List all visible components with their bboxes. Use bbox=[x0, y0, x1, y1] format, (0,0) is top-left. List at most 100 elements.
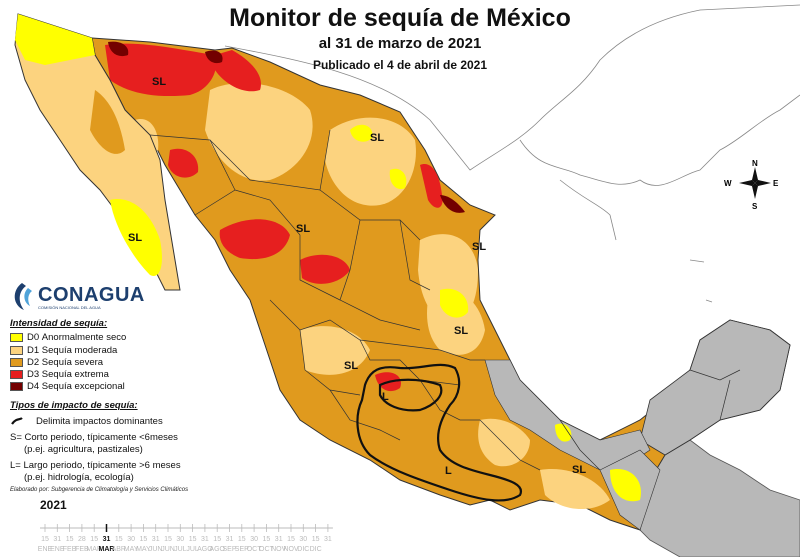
region-label: SL bbox=[128, 232, 142, 244]
state-borders bbox=[149, 129, 741, 471]
timeline-day-label: 28 bbox=[78, 536, 86, 543]
timeline-month-label: JUN bbox=[161, 546, 175, 553]
legend-label: Sequía extrema bbox=[41, 369, 109, 380]
d4-regions bbox=[108, 41, 465, 213]
d0-regions bbox=[350, 124, 641, 502]
timeline-month-label: JUN bbox=[149, 546, 163, 553]
timeline: 15ENE31ENE15FEB28FEB15MAR31MAR15ABR30MAY… bbox=[38, 524, 333, 553]
short-term-note: S= Corto periodo, típicamente <6meses bbox=[10, 432, 178, 443]
timeline-day-label: 31 bbox=[275, 536, 283, 543]
timeline-month-label: AGO bbox=[209, 546, 225, 553]
baja-d2-strip bbox=[90, 90, 125, 154]
legend-label: Sequía severa bbox=[41, 357, 104, 368]
compass-w: W bbox=[724, 179, 732, 188]
timeline-month-label: AGO bbox=[197, 546, 213, 553]
legend-label: Anormalmente seco bbox=[41, 332, 127, 343]
timeline-day-label: 30 bbox=[176, 536, 184, 543]
compass-n: N bbox=[752, 159, 758, 168]
timeline-day-label: 15 bbox=[238, 536, 246, 543]
region-label: SL bbox=[572, 464, 586, 476]
intensity-legend-title: Intensidad de sequía: bbox=[10, 318, 108, 329]
timeline-day-label: 15 bbox=[312, 536, 320, 543]
swatch-d2 bbox=[10, 358, 23, 367]
legend-code: D3 bbox=[27, 369, 40, 380]
swatch-d1 bbox=[10, 346, 23, 355]
timeline-month-label: NOV bbox=[271, 546, 287, 553]
impact-line-symbol bbox=[11, 417, 23, 425]
region-label: L bbox=[382, 391, 389, 403]
region-label: SL bbox=[454, 325, 468, 337]
timeline-month-label: MAR bbox=[86, 546, 102, 553]
timeline-day-label: 15 bbox=[189, 536, 197, 543]
legend-code: D2 bbox=[27, 357, 40, 368]
yucatan-peninsula bbox=[639, 319, 791, 456]
timeline-day-label: 15 bbox=[140, 536, 148, 543]
impact-boundaries bbox=[356, 363, 523, 502]
timeline-month-label: MAR bbox=[99, 546, 115, 553]
credit-line: Elaborado por: Subgerencia de Climatolog… bbox=[10, 487, 189, 493]
timeline-year: 2021 bbox=[40, 498, 67, 512]
timeline-month-label: JUL bbox=[186, 546, 199, 553]
region-label: SL bbox=[152, 76, 166, 88]
timeline-month-label: SEP bbox=[222, 546, 236, 553]
region-label: SL bbox=[344, 360, 358, 372]
timeline-month-label: ENE bbox=[38, 546, 53, 553]
compass-s: S bbox=[752, 202, 758, 211]
swatch-d3 bbox=[10, 370, 23, 379]
legend-label: Sequía excepcional bbox=[41, 381, 125, 392]
compass-rose: N S E W bbox=[724, 159, 779, 211]
timeline-day-label: 30 bbox=[250, 536, 258, 543]
timeline-day-label: 15 bbox=[164, 536, 172, 543]
d1-regions bbox=[135, 82, 610, 510]
region-label: SL bbox=[472, 241, 486, 253]
legend-code: D0 bbox=[27, 332, 40, 343]
timeline-day-label: 30 bbox=[299, 536, 307, 543]
timeline-month-label: ENE bbox=[50, 546, 65, 553]
baja-d0-north bbox=[15, 14, 95, 65]
legend-label: Sequía moderada bbox=[41, 345, 118, 356]
timeline-month-label: FEB bbox=[63, 546, 77, 553]
conagua-logo-icon bbox=[14, 283, 32, 310]
map-subtitle: al 31 de marzo de 2021 bbox=[318, 35, 482, 52]
short-term-examples: (p.ej. agricultura, pastizales) bbox=[24, 444, 143, 455]
conagua-logo-tagline: COMISIÓN NACIONAL DEL AGUA bbox=[38, 305, 101, 310]
published-date: Publicado el 4 de abril de 2021 bbox=[312, 58, 488, 72]
timeline-day-label: 31 bbox=[201, 536, 209, 543]
conagua-logo-text: CONAGUA bbox=[38, 284, 145, 306]
timeline-month-label: MAY bbox=[124, 546, 139, 553]
timeline-month-label: NOV bbox=[283, 546, 299, 553]
swatch-d4 bbox=[10, 382, 23, 391]
impact-legend-title: Tipos de impacto de sequía: bbox=[10, 400, 138, 411]
legend-item-d1: D1 Sequía moderada bbox=[10, 345, 117, 356]
timeline-day-label: 31 bbox=[152, 536, 160, 543]
timeline-month-label: MAY bbox=[136, 546, 151, 553]
compass-e: E bbox=[773, 179, 779, 188]
timeline-day-label: 15 bbox=[90, 536, 98, 543]
long-term-examples: (p.ej. hidrología, ecología) bbox=[24, 472, 134, 483]
timeline-day-label: 15 bbox=[263, 536, 271, 543]
impact-line-label: Delimita impactos dominantes bbox=[36, 416, 163, 427]
timeline-day-label: 15 bbox=[213, 536, 221, 543]
timeline-month-label: OCT bbox=[247, 546, 263, 553]
legend-item-d4: D4 Sequía excepcional bbox=[10, 381, 125, 392]
baja-d0-south bbox=[110, 199, 162, 276]
timeline-day-label: 15 bbox=[287, 536, 295, 543]
timeline-month-label: SEP bbox=[235, 546, 249, 553]
timeline-month-label: DIC bbox=[297, 546, 309, 553]
timeline-month-label: OCT bbox=[259, 546, 275, 553]
timeline-day-label: 31 bbox=[103, 536, 111, 543]
timeline-month-label: JUL bbox=[174, 546, 187, 553]
region-label: SL bbox=[370, 132, 384, 144]
timeline-day-label: 31 bbox=[324, 536, 332, 543]
timeline-month-label: DIC bbox=[310, 546, 322, 553]
swatch-d0 bbox=[10, 333, 23, 342]
region-label: SL bbox=[296, 223, 310, 235]
timeline-day-label: 15 bbox=[115, 536, 123, 543]
long-term-note: L= Largo periodo, típicamente >6 meses bbox=[10, 460, 181, 471]
timeline-day-label: 31 bbox=[226, 536, 234, 543]
timeline-month-label: ABR bbox=[112, 546, 126, 553]
timeline-day-label: 15 bbox=[41, 536, 49, 543]
legend-code: D1 bbox=[27, 345, 40, 356]
timeline-day-label: 31 bbox=[53, 536, 61, 543]
